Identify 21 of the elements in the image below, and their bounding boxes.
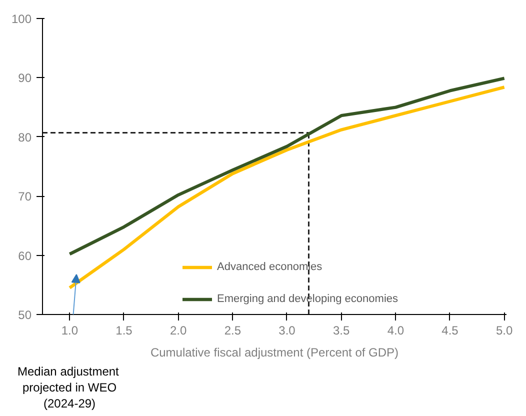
y-tick-label: 70 xyxy=(18,190,32,204)
x-tick-label: 3.0 xyxy=(278,324,296,338)
x-tick-label: 2.5 xyxy=(224,324,242,338)
x-tick-label: 5.0 xyxy=(496,324,513,338)
y-tick-label: 60 xyxy=(18,248,32,263)
y-tick-label: 90 xyxy=(18,71,32,86)
line-series xyxy=(68,86,506,290)
x-tick-label: 1.5 xyxy=(116,324,133,338)
line-series xyxy=(68,76,506,256)
y-tick-label: 50 xyxy=(18,308,32,322)
legend-label: Emerging and developing economies xyxy=(217,293,398,305)
x-tick-label: 1.0 xyxy=(61,324,78,338)
y-tick-label: 100 xyxy=(11,12,32,26)
text: Median adjustment projected in WEO (2024-29) xyxy=(18,364,120,410)
x-tick-label: 3.5 xyxy=(332,324,350,338)
x-tick-label: 2.0 xyxy=(170,324,187,338)
x-axis-title: Cumulative fiscal adjustment (Percent of GDP) xyxy=(150,346,399,360)
x-tick-label: 4.5 xyxy=(442,324,459,338)
y-tick-label: 80 xyxy=(18,130,32,144)
x-tick-label: 4.0 xyxy=(387,324,404,338)
legend-label: Advanced economies xyxy=(217,261,322,273)
